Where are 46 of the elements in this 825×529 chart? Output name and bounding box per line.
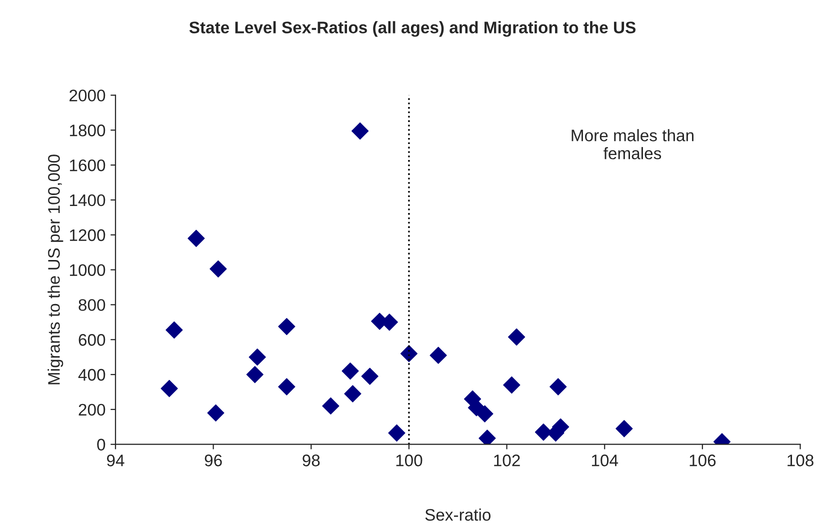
point xyxy=(478,430,496,444)
point xyxy=(188,230,205,247)
point xyxy=(616,420,633,438)
point xyxy=(361,368,378,385)
point xyxy=(550,378,567,396)
point xyxy=(388,424,406,442)
y-tick-label: 1600 xyxy=(70,159,106,172)
x-axis-title: Sex-ratio xyxy=(425,508,491,521)
point xyxy=(344,385,362,402)
y-tick-label: 600 xyxy=(78,334,106,346)
point xyxy=(503,376,520,394)
point xyxy=(278,318,296,336)
point xyxy=(351,122,369,140)
x-tick-label: 100 xyxy=(396,454,422,466)
y-tick-label: 400 xyxy=(78,368,106,381)
point xyxy=(166,321,183,339)
y-tick-label: 1800 xyxy=(70,124,106,136)
x-tick-label: 104 xyxy=(592,454,618,466)
x-tick-label: 106 xyxy=(690,454,716,466)
point xyxy=(400,345,418,362)
y-tick-label: 200 xyxy=(78,404,106,416)
point xyxy=(476,405,494,422)
point xyxy=(322,397,340,415)
point xyxy=(248,348,266,366)
y-tick-label: 1000 xyxy=(70,264,106,276)
point xyxy=(342,362,359,380)
y-axis-title: Migrants to the US per 100,000 xyxy=(48,154,64,384)
x-tick-label: 96 xyxy=(204,454,222,466)
point xyxy=(160,380,178,398)
y-tick-label: 0 xyxy=(97,438,106,451)
point xyxy=(430,346,447,364)
x-tick-label: 108 xyxy=(788,454,814,466)
x-tick-label: 98 xyxy=(302,454,320,466)
annotation: More males than females xyxy=(572,129,694,160)
y-tick-label: 2000 xyxy=(70,90,106,102)
point xyxy=(508,328,526,346)
x-tick-label: 102 xyxy=(494,454,520,466)
point xyxy=(210,260,227,278)
x-tick-label: 94 xyxy=(107,454,124,466)
y-tick-label: 800 xyxy=(78,299,106,311)
point xyxy=(278,378,296,396)
y-tick-label: 1400 xyxy=(70,194,106,206)
point xyxy=(246,366,264,384)
chart-title: State Level Sex-Ratios (all ages) and Migration to the US xyxy=(189,21,636,37)
y-tick-label: 1200 xyxy=(70,229,106,242)
point xyxy=(207,404,224,422)
